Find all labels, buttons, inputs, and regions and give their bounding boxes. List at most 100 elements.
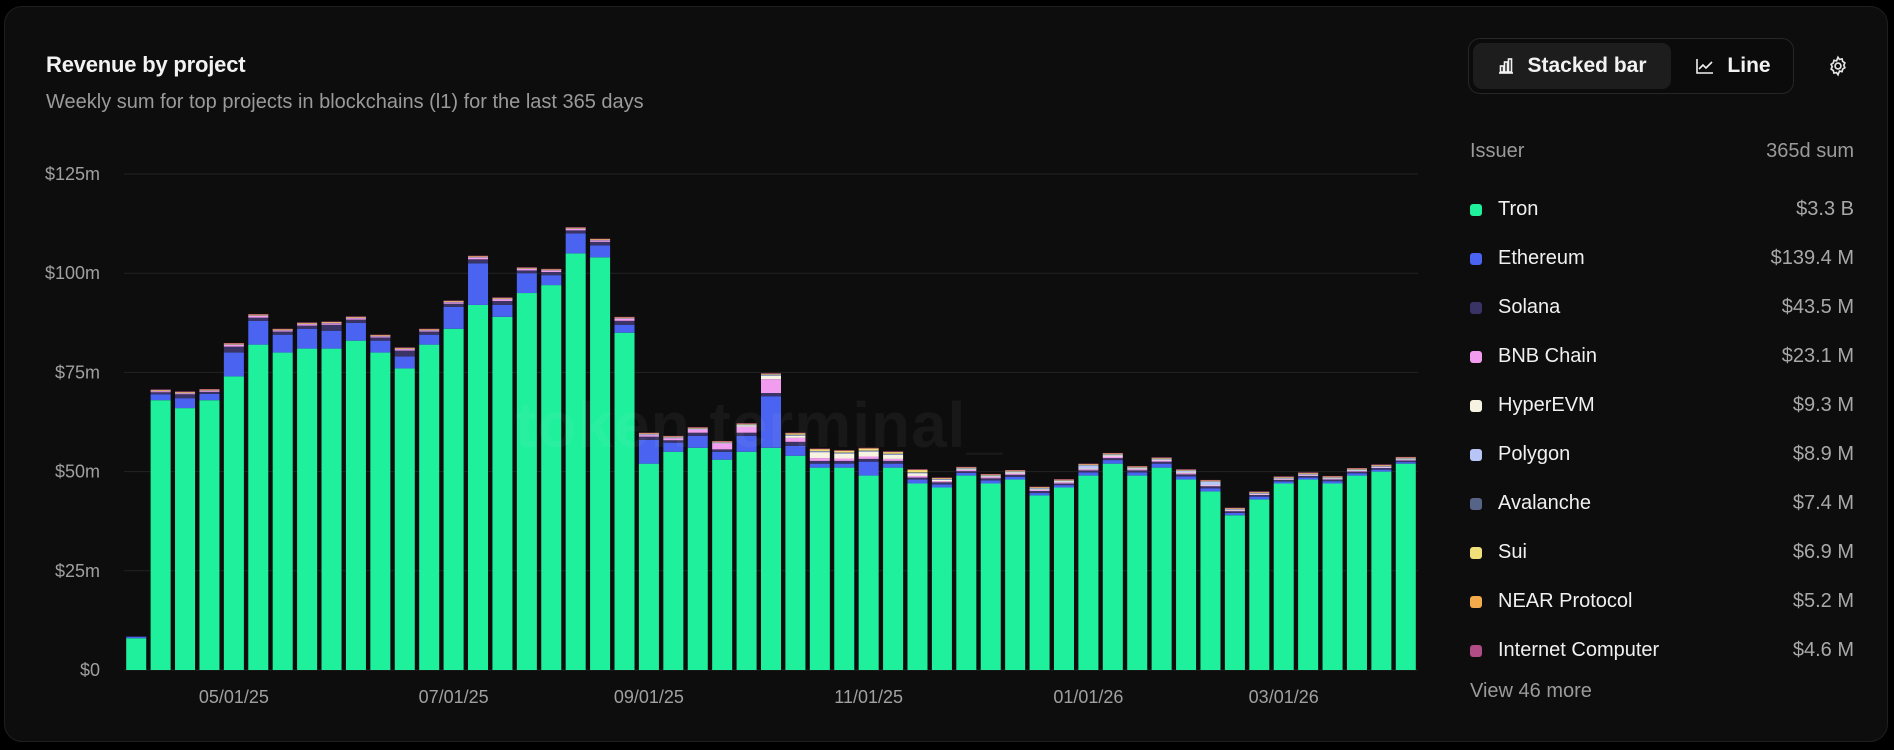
bar-segment[interactable] xyxy=(1395,463,1416,670)
bar-segment[interactable] xyxy=(1395,459,1416,460)
bar-segment[interactable] xyxy=(223,352,244,377)
bar-segment[interactable] xyxy=(1200,480,1221,482)
bar-segment[interactable] xyxy=(1371,466,1392,468)
bar-segment[interactable] xyxy=(492,297,513,298)
bar-segment[interactable] xyxy=(297,322,318,323)
bar-segment[interactable] xyxy=(419,334,440,345)
bar-segment[interactable] xyxy=(736,423,757,425)
bar-segment[interactable] xyxy=(1029,486,1050,488)
bar-segment[interactable] xyxy=(1200,486,1221,489)
legend-item[interactable]: Sui $6.9 M xyxy=(1470,538,1854,568)
bar-segment[interactable] xyxy=(1151,459,1172,461)
bar-segment[interactable] xyxy=(1200,479,1221,481)
legend-item[interactable]: NEAR Protocol $5.2 M xyxy=(1470,587,1854,617)
bar-segment[interactable] xyxy=(1102,454,1123,456)
bar-segment[interactable] xyxy=(1273,476,1294,477)
bar-segment[interactable] xyxy=(1249,496,1270,500)
bar-segment[interactable] xyxy=(126,638,147,670)
bar-segment[interactable] xyxy=(345,317,366,318)
bar-segment[interactable] xyxy=(1151,458,1172,460)
bar-segment[interactable] xyxy=(638,435,659,437)
bar-segment[interactable] xyxy=(272,330,293,332)
bar-segment[interactable] xyxy=(1200,481,1221,486)
bar-segment[interactable] xyxy=(541,268,562,270)
bar-segment[interactable] xyxy=(883,452,904,454)
bar-segment[interactable] xyxy=(541,269,562,270)
bar-segment[interactable] xyxy=(858,456,879,459)
bar-segment[interactable] xyxy=(858,461,879,476)
bar-segment[interactable] xyxy=(223,343,244,345)
bar-segment[interactable] xyxy=(297,323,318,325)
bar-segment[interactable] xyxy=(248,320,269,345)
bar-segment[interactable] xyxy=(321,322,342,323)
bar-segment[interactable] xyxy=(956,470,977,472)
bar-segment[interactable] xyxy=(638,439,659,464)
bar-segment[interactable] xyxy=(297,322,318,324)
bar-segment[interactable] xyxy=(1053,479,1074,480)
bar-segment[interactable] xyxy=(297,325,318,329)
bar-segment[interactable] xyxy=(1127,466,1148,467)
bar-segment[interactable] xyxy=(565,228,586,231)
bar-segment[interactable] xyxy=(1127,475,1148,670)
bar-segment[interactable] xyxy=(1249,499,1270,670)
bar-segment[interactable] xyxy=(1102,453,1123,454)
view-more-link[interactable]: View 46 more xyxy=(1470,680,1592,702)
bar-segment[interactable] xyxy=(272,328,293,330)
bar-segment[interactable] xyxy=(1200,488,1221,492)
bar-segment[interactable] xyxy=(1298,472,1319,473)
bar-segment[interactable] xyxy=(687,429,708,433)
bar-segment[interactable] xyxy=(419,330,440,332)
bar-segment[interactable] xyxy=(931,487,952,670)
bar-segment[interactable] xyxy=(785,433,806,434)
bar-segment[interactable] xyxy=(565,227,586,229)
bar-segment[interactable] xyxy=(345,322,366,341)
bar-segment[interactable] xyxy=(809,463,830,468)
bar-segment[interactable] xyxy=(834,458,855,461)
bar-segment[interactable] xyxy=(980,473,1001,475)
bar-segment[interactable] xyxy=(443,328,464,670)
bar-segment[interactable] xyxy=(516,270,537,274)
bar-segment[interactable] xyxy=(638,434,659,436)
bar-segment[interactable] xyxy=(1249,493,1270,495)
bar-segment[interactable] xyxy=(663,436,684,438)
bar-segment[interactable] xyxy=(638,433,659,434)
bar-segment[interactable] xyxy=(419,329,440,330)
bar-segment[interactable] xyxy=(809,452,830,459)
bar-segment[interactable] xyxy=(468,257,489,260)
bar-segment[interactable] xyxy=(736,426,757,433)
bar-segment[interactable] xyxy=(1102,453,1123,455)
bar-segment[interactable] xyxy=(1322,476,1343,478)
bar-segment[interactable] xyxy=(297,323,318,326)
bar-segment[interactable] xyxy=(199,400,220,670)
bar-segment[interactable] xyxy=(1298,473,1319,475)
bar-segment[interactable] xyxy=(1322,481,1343,484)
bar-segment[interactable] xyxy=(1005,471,1026,472)
bar-segment[interactable] xyxy=(1395,457,1416,458)
bar-segment[interactable] xyxy=(980,480,1001,484)
bar-segment[interactable] xyxy=(809,458,830,461)
bar-segment[interactable] xyxy=(858,475,879,670)
bar-segment[interactable] xyxy=(858,458,879,462)
bar-segment[interactable] xyxy=(321,324,342,331)
bar-segment[interactable] xyxy=(1273,479,1294,482)
bar-segment[interactable] xyxy=(1151,461,1172,464)
bar-segment[interactable] xyxy=(223,376,244,670)
bar-segment[interactable] xyxy=(663,442,684,452)
bar-segment[interactable] xyxy=(760,373,782,375)
bar-segment[interactable] xyxy=(956,467,977,468)
bar-segment[interactable] xyxy=(1200,491,1221,670)
bar-segment[interactable] xyxy=(1273,481,1294,484)
bar-segment[interactable] xyxy=(809,467,830,670)
bar-segment[interactable] xyxy=(907,470,928,473)
bar-segment[interactable] xyxy=(516,273,537,294)
bar-segment[interactable] xyxy=(565,233,586,254)
bar-segment[interactable] xyxy=(663,436,684,437)
bar-segment[interactable] xyxy=(1371,464,1392,466)
bar-segment[interactable] xyxy=(590,239,611,240)
bar-segment[interactable] xyxy=(956,472,977,476)
bar-segment[interactable] xyxy=(590,239,611,241)
bar-segment[interactable] xyxy=(1005,479,1026,670)
bar-segment[interactable] xyxy=(223,344,244,347)
bar-segment[interactable] xyxy=(1176,469,1197,471)
bar-segment[interactable] xyxy=(175,394,196,399)
